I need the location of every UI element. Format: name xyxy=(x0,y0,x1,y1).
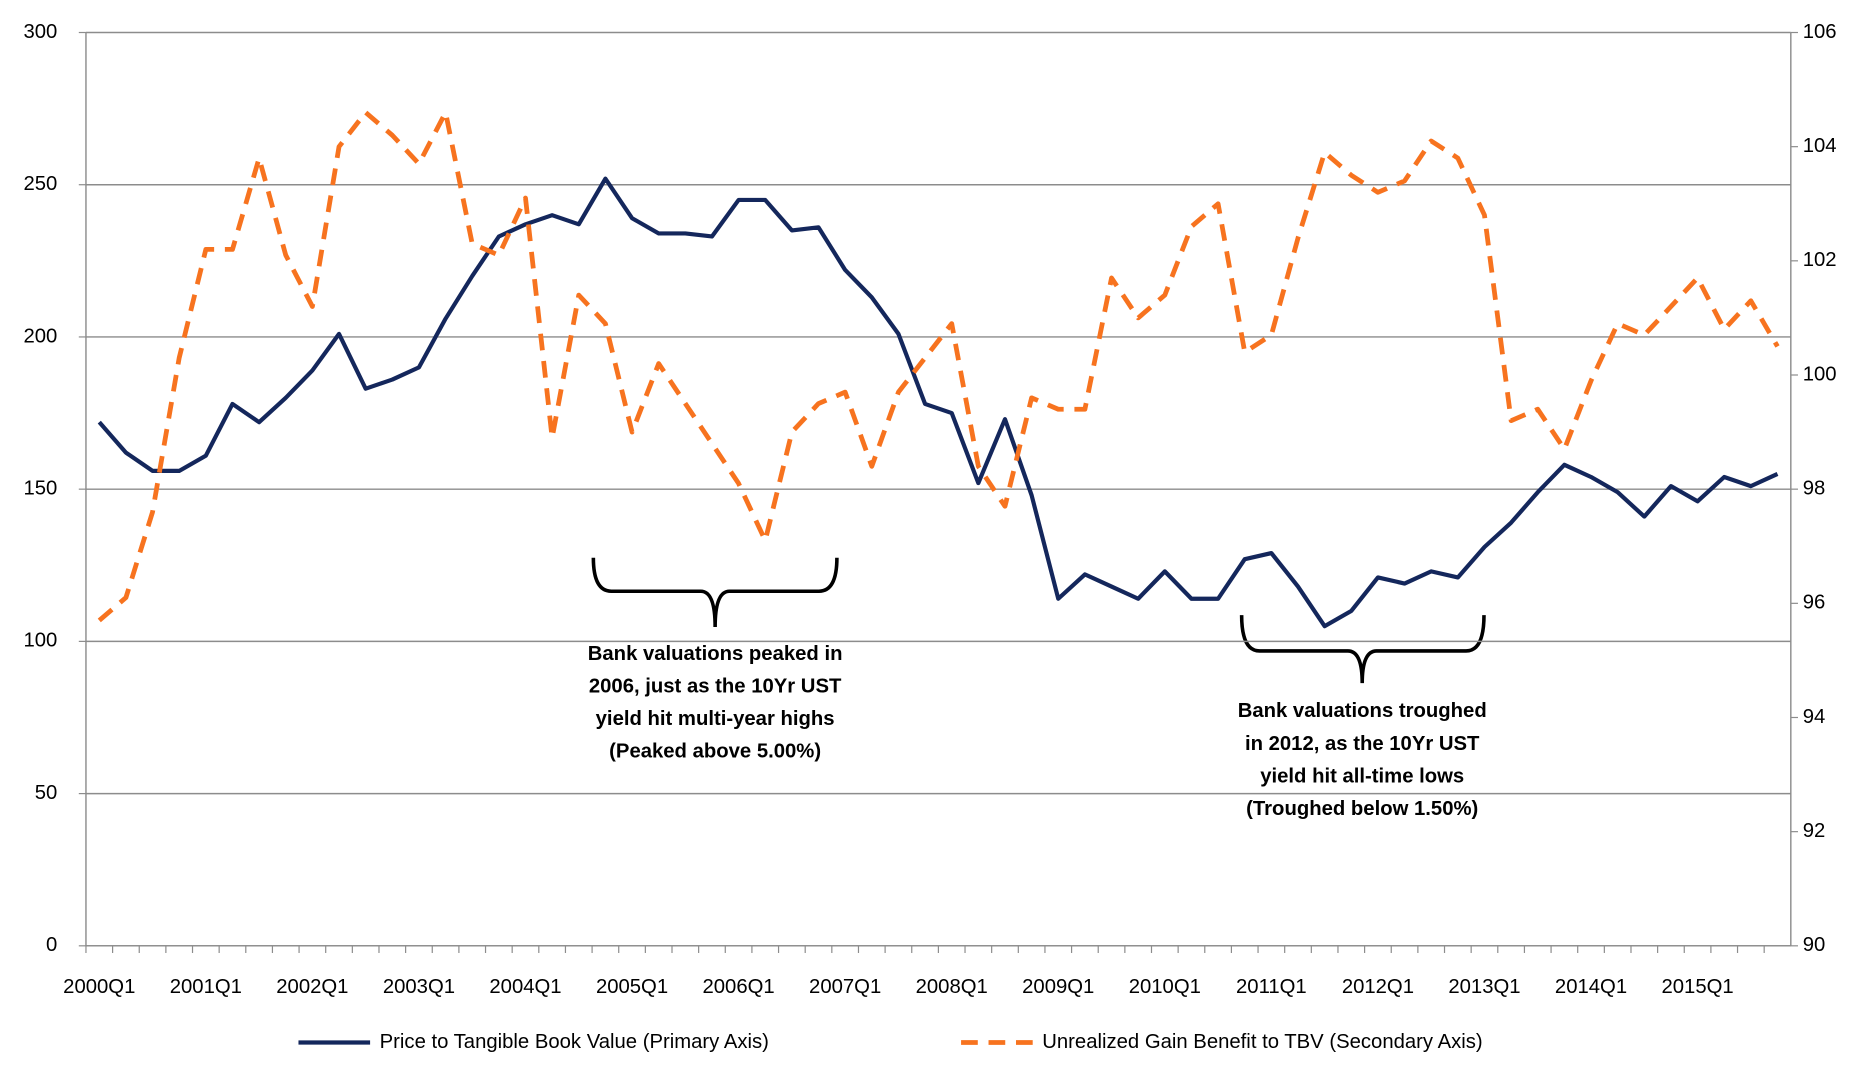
x-tick-label: 2010Q1 xyxy=(1129,976,1201,998)
y-tick-label: 200 xyxy=(23,325,57,347)
y2-tick-label: 90 xyxy=(1803,934,1826,956)
y-tick-label: 250 xyxy=(23,173,57,195)
y-tick-label: 100 xyxy=(23,630,57,652)
annotation-text: (Peaked above 5.00%) xyxy=(609,741,821,763)
series-line xyxy=(97,110,1780,623)
x-tick-label: 2000Q1 xyxy=(63,976,135,998)
brace xyxy=(1239,615,1486,684)
x-tick-label: 2005Q1 xyxy=(596,976,668,998)
y2-tick-label: 98 xyxy=(1803,478,1826,500)
annotation-text: in 2012, as the 10Yr UST xyxy=(1245,733,1480,755)
x-tick-label: 2011Q1 xyxy=(1236,976,1307,998)
series-line xyxy=(97,176,1779,629)
x-tick-label: 2014Q1 xyxy=(1555,976,1627,998)
annotation-text: 2006, just as the 10Yr UST xyxy=(589,675,842,697)
x-tick-label: 2015Q1 xyxy=(1661,976,1733,998)
legend-label: Price to Tangible Book Value (Primary Ax… xyxy=(380,1031,769,1053)
annotation-text: yield hit all-time lows xyxy=(1260,765,1464,787)
legend-label: Unrealized Gain Benefit to TBV (Secondar… xyxy=(1042,1031,1482,1053)
y2-tick-label: 102 xyxy=(1803,249,1837,271)
y-tick-label: 50 xyxy=(35,782,58,804)
annotation-text: Bank valuations peaked in xyxy=(588,643,843,665)
y-tick-label: 300 xyxy=(23,21,57,43)
x-tick-label: 2001Q1 xyxy=(170,976,242,998)
y2-tick-label: 94 xyxy=(1803,706,1826,728)
x-tick-label: 2009Q1 xyxy=(1022,976,1094,998)
x-tick-label: 2002Q1 xyxy=(276,976,348,998)
x-tick-label: 2003Q1 xyxy=(383,976,455,998)
x-tick-label: 2008Q1 xyxy=(916,976,988,998)
annotation-text: yield hit multi-year highs xyxy=(596,708,835,730)
y-tick-label: 0 xyxy=(46,934,57,956)
y2-tick-label: 104 xyxy=(1803,135,1837,157)
y2-tick-label: 92 xyxy=(1803,820,1826,842)
x-tick-label: 2007Q1 xyxy=(809,976,881,998)
x-tick-label: 2004Q1 xyxy=(489,976,561,998)
y2-tick-label: 106 xyxy=(1803,21,1837,43)
x-tick-label: 2006Q1 xyxy=(703,976,775,998)
y2-tick-label: 100 xyxy=(1803,363,1837,385)
x-tick-label: 2013Q1 xyxy=(1448,976,1520,998)
y2-tick-label: 96 xyxy=(1803,592,1826,614)
y-tick-label: 150 xyxy=(23,478,57,500)
brace xyxy=(591,557,839,628)
x-tick-label: 2012Q1 xyxy=(1342,976,1414,998)
annotation-text: (Troughed below 1.50%) xyxy=(1246,798,1478,820)
annotation-text: Bank valuations troughed xyxy=(1238,700,1487,722)
